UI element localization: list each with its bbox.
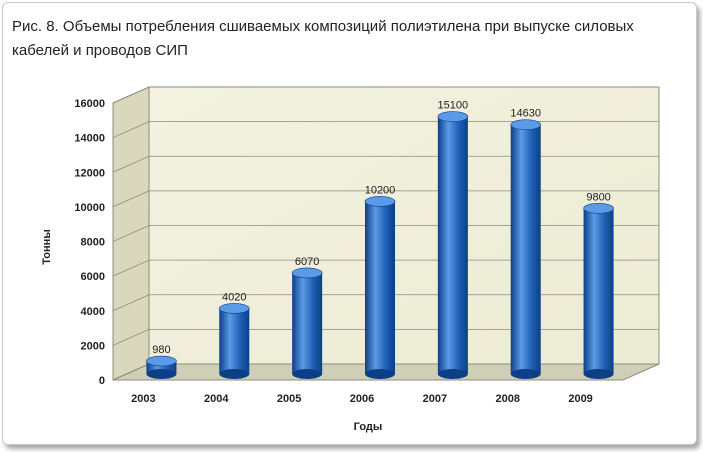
- bar-body: [583, 208, 614, 374]
- data-label: 14630: [510, 108, 541, 120]
- bar-body: [219, 308, 250, 374]
- y-gridline: [112, 86, 659, 104]
- x-axis-title: Годы: [354, 421, 383, 433]
- bar-top: [291, 267, 323, 279]
- x-tick-label: 2005: [277, 393, 301, 405]
- bar-top: [437, 111, 469, 122]
- y-tick-label: 8000: [81, 237, 105, 249]
- bar-base: [146, 369, 177, 379]
- data-label: 15100: [438, 100, 469, 112]
- bar-base: [292, 369, 323, 379]
- chart-area: 0 2000 4000 6000 8000 10000 12000 14000 16000 980…: [3, 3, 696, 444]
- bar-base: [510, 369, 541, 379]
- bar-body: [292, 272, 323, 374]
- y-tick-label: 12000: [74, 167, 105, 179]
- y-tick-label: 16000: [74, 98, 105, 110]
- x-tick-label: 2004: [204, 393, 229, 405]
- bar-base: [219, 369, 250, 379]
- data-label: 9800: [586, 191, 610, 203]
- y-gridline: [112, 294, 659, 312]
- data-label: 10200: [365, 184, 396, 196]
- y-tick-label: 0: [99, 375, 105, 387]
- y-gridline: [112, 328, 659, 346]
- y-tick-label: 6000: [81, 271, 105, 283]
- y-gridline: [112, 225, 659, 242]
- bar-body: [365, 201, 395, 374]
- bar-top: [218, 303, 250, 314]
- y-tick-label: 14000: [74, 133, 105, 145]
- y-tick-label: 10000: [74, 202, 105, 214]
- bar-base: [365, 369, 395, 379]
- x-tick-label: 2008: [495, 393, 519, 405]
- figure-card: Рис. 8. Объемы потребления сшиваемых ком…: [2, 2, 697, 445]
- bar-base: [437, 369, 468, 379]
- y-axis-title: Тонны: [41, 229, 53, 264]
- figure-caption: Рис. 8. Объемы потребления сшиваемых ком…: [12, 18, 634, 59]
- bar-top: [364, 196, 396, 207]
- bar-body: [510, 124, 541, 374]
- bar-base: [583, 369, 614, 379]
- bar-body: [437, 116, 468, 375]
- data-label: 980: [152, 344, 170, 356]
- bar-top: [510, 119, 542, 131]
- bar-chart: 0 2000 4000 6000 8000 10000 12000 14000 16000 980…: [41, 86, 660, 433]
- x-tick-label: 2003: [131, 393, 155, 405]
- y-gridline: [112, 259, 659, 277]
- y-gridline: [112, 155, 659, 173]
- data-label: 4020: [222, 291, 246, 303]
- x-tick-label: 2006: [350, 393, 374, 405]
- y-tick-label: 4000: [81, 306, 105, 318]
- data-label: 6070: [295, 256, 319, 268]
- x-tick-label: 2007: [423, 393, 447, 405]
- y-gridline: [112, 121, 659, 138]
- bar-top: [146, 355, 177, 367]
- y-gridline: [112, 190, 659, 208]
- x-tick-label: 2009: [568, 393, 592, 405]
- y-tick-label: 2000: [81, 340, 105, 352]
- bar-top: [583, 203, 614, 214]
